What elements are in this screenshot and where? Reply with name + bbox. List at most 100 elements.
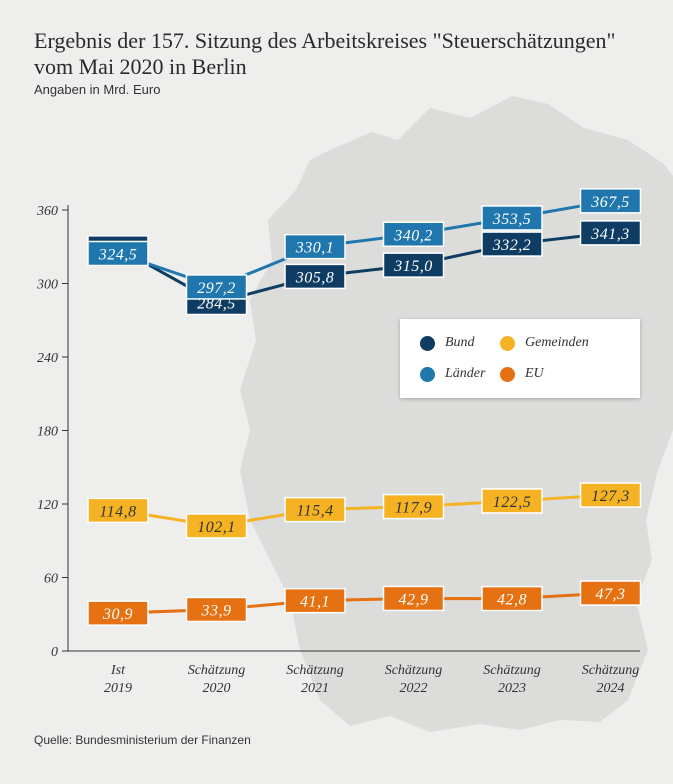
y-tick-label: 180 bbox=[37, 425, 58, 440]
legend-dot-bund bbox=[420, 335, 435, 351]
data-label-gemeinden: 102,1 bbox=[185, 513, 248, 539]
data-point-gemeinden bbox=[579, 482, 642, 508]
data-label-text: 102,1 bbox=[197, 519, 236, 536]
legend-label-eu: EU bbox=[525, 366, 544, 381]
data-label-text: 47,3 bbox=[596, 586, 626, 603]
legend-item-bund: Bund bbox=[420, 335, 475, 351]
data-label-text: 42,9 bbox=[399, 591, 429, 608]
data-label-text: 33,9 bbox=[201, 602, 232, 619]
data-label-text: 341,3 bbox=[590, 226, 630, 243]
legend-item-laender: Länder bbox=[420, 366, 485, 382]
source-note: Quelle: Bundesministerium der Finanzen bbox=[34, 733, 251, 747]
data-label-eu: 47,3 bbox=[579, 580, 642, 606]
data-point-laender bbox=[382, 221, 445, 248]
data-point-bund bbox=[284, 263, 346, 290]
data-point-laender bbox=[481, 205, 543, 231]
x-axis-ticks: Ist 2019 Schätzung 2020 Schätzung 2021 Schätzu… bbox=[104, 663, 639, 696]
data-label-text: 315,0 bbox=[393, 258, 433, 275]
data-label-text: 297,2 bbox=[197, 280, 236, 297]
legend-dot-eu bbox=[500, 366, 515, 382]
data-label-eu: 41,1 bbox=[284, 587, 346, 614]
y-tick-label: 240 bbox=[37, 351, 58, 366]
data-label-text: 332,2 bbox=[492, 237, 532, 254]
legend-label-bund: Bund bbox=[445, 335, 475, 350]
data-label-laender: 324,5 bbox=[87, 240, 149, 267]
data-label-text: 41,1 bbox=[300, 594, 330, 611]
legend-dot-gemeinden bbox=[500, 335, 515, 351]
data-point-gemeinden bbox=[382, 493, 445, 520]
data-point-eu bbox=[185, 596, 248, 623]
data-point-gemeinden bbox=[481, 488, 543, 514]
data-label-bund: 332,2 bbox=[481, 231, 543, 257]
data-label-bund: 315,0 bbox=[382, 252, 445, 278]
chart-title: Ergebnis der 157. Sitzung des Arbeitskre… bbox=[34, 28, 654, 80]
y-tick-label: 120 bbox=[37, 498, 58, 513]
x-tick-label: Schätzung 2024 bbox=[582, 663, 640, 696]
data-label-laender: 340,2 bbox=[382, 221, 445, 248]
data-point-bund bbox=[579, 220, 642, 246]
data-point-gemeinden bbox=[185, 513, 248, 539]
data-label-gemeinden: 115,4 bbox=[284, 496, 346, 523]
legend-label-gemeinden: Gemeinden bbox=[525, 335, 589, 350]
data-label-text: 353,5 bbox=[492, 211, 532, 228]
data-point-gemeinden bbox=[284, 496, 346, 523]
y-axis-ticks: 0 60 120 180 240 300 360 bbox=[36, 204, 68, 660]
chart-subtitle: Angaben in Mrd. Euro bbox=[34, 82, 161, 97]
data-label-text: 305,8 bbox=[295, 269, 335, 286]
data-label-eu: 42,8 bbox=[481, 585, 543, 612]
legend-label-laender: Länder bbox=[445, 366, 486, 381]
data-point-eu bbox=[481, 585, 543, 612]
data-label-laender: 353,5 bbox=[481, 205, 543, 231]
data-label-text: 127,3 bbox=[591, 488, 630, 505]
data-label-gemeinden: 122,5 bbox=[481, 488, 543, 514]
legend-item-gemeinden: Gemeinden bbox=[500, 335, 589, 351]
data-label-eu: 33,9 bbox=[185, 596, 248, 623]
data-label-text: 367,5 bbox=[590, 194, 630, 211]
data-point-bund bbox=[382, 252, 445, 278]
data-point-eu bbox=[382, 585, 445, 612]
data-point-eu bbox=[87, 600, 149, 626]
data-label-bund: 305,8 bbox=[284, 263, 346, 290]
data-point-eu bbox=[579, 580, 642, 606]
data-label-text: 284,5 bbox=[197, 295, 236, 312]
data-label-eu: 42,9 bbox=[382, 585, 445, 612]
data-label-text: 115,4 bbox=[296, 503, 333, 520]
legend-dot-laender bbox=[420, 366, 435, 382]
y-tick-label: 300 bbox=[36, 278, 58, 293]
data-label-laender: 367,5 bbox=[579, 188, 642, 214]
chart-title-line-1: Ergebnis der 157. Sitzung des Arbeitskre… bbox=[34, 28, 616, 53]
data-label-text: 330,1 bbox=[295, 240, 335, 257]
data-label-text: 30,9 bbox=[102, 606, 133, 623]
y-tick-label: 0 bbox=[51, 645, 58, 660]
data-label-gemeinden: 114,8 bbox=[87, 497, 149, 524]
data-label-text: 340,2 bbox=[393, 227, 433, 244]
legend: Bund Länder Gemeinden EU bbox=[400, 319, 640, 398]
chart-title-line-2: vom Mai 2020 in Berlin bbox=[34, 54, 247, 79]
data-label-text: 117,9 bbox=[395, 500, 432, 517]
data-label-text: 324,5 bbox=[98, 246, 138, 263]
data-point-laender bbox=[284, 233, 346, 260]
series-group: 329,1284,5305,8315,0332,2341,3324,5297,2… bbox=[87, 188, 642, 626]
data-label-text: 122,5 bbox=[493, 494, 532, 511]
x-tick-label: Schätzung 2020 bbox=[188, 663, 246, 696]
data-label-text: 42,8 bbox=[497, 592, 527, 609]
x-tick-label: Schätzung 2021 bbox=[286, 663, 344, 696]
x-tick-label: Schätzung 2023 bbox=[483, 663, 541, 696]
data-label-laender: 330,1 bbox=[284, 233, 346, 260]
data-label-laender: 297,2 bbox=[185, 274, 248, 300]
y-tick-label: 60 bbox=[44, 572, 58, 587]
data-point-eu bbox=[284, 587, 346, 614]
data-point-bund bbox=[481, 231, 543, 257]
data-point-laender bbox=[185, 274, 248, 300]
data-point-laender bbox=[87, 240, 149, 267]
y-tick-label: 360 bbox=[36, 204, 58, 219]
x-tick-label: Schätzung 2022 bbox=[385, 663, 443, 696]
data-label-text: 114,8 bbox=[99, 503, 136, 520]
x-tick-label: Ist 2019 bbox=[104, 663, 132, 696]
data-label-gemeinden: 127,3 bbox=[579, 482, 642, 508]
germany-map-background bbox=[240, 96, 673, 732]
data-point-laender bbox=[579, 188, 642, 214]
data-point-gemeinden bbox=[87, 497, 149, 524]
data-label-eu: 30,9 bbox=[87, 600, 149, 626]
